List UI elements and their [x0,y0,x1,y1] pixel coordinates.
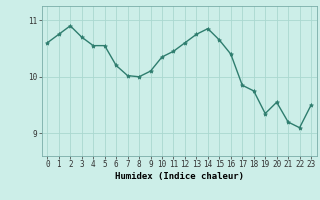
X-axis label: Humidex (Indice chaleur): Humidex (Indice chaleur) [115,172,244,181]
